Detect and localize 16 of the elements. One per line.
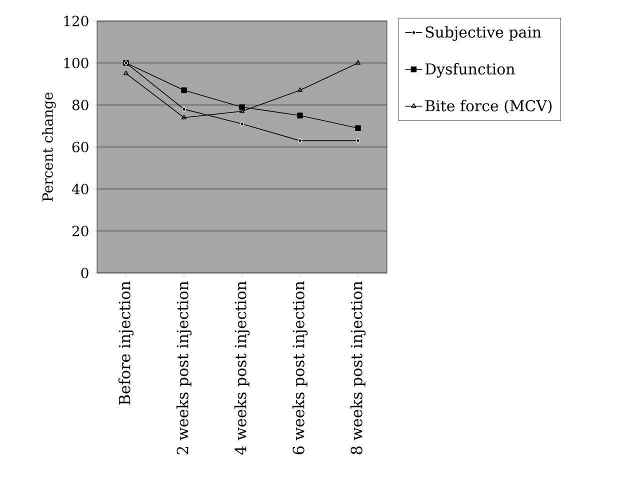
y-tick-label: 20 (72, 226, 88, 236)
y-tick-label: 120 (64, 16, 88, 26)
x-tick-label: 2 weeks post injection (176, 281, 192, 454)
y-tick-label: 80 (72, 100, 88, 110)
y-tick-label: 60 (72, 142, 88, 152)
legend-label: Bite force (MCV) (425, 100, 552, 114)
y-tick-label: 40 (72, 184, 88, 194)
y-tick-label: 100 (64, 58, 88, 68)
y-axis-title: Percent change (42, 92, 56, 202)
x-tick-label: 8 weeks post injection (350, 281, 366, 454)
legend-label: Dysfunction (425, 63, 515, 78)
x-tick-label: 4 weeks post injection (234, 281, 250, 455)
x-tick-label: 6 weeks post injection (292, 281, 308, 454)
legend-label: Subjective pain (426, 26, 542, 41)
y-tick-label: 0 (81, 268, 88, 278)
x-tick-label: Before injection (118, 281, 134, 405)
